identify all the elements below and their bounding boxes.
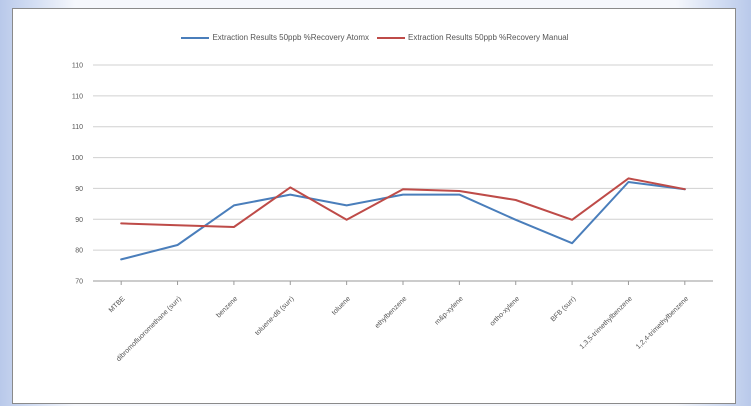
x-tick-label: 1,2,4-trimethylbenzene <box>635 295 690 350</box>
legend-swatch-manual <box>376 36 405 39</box>
x-tick-label: m&p-xylene <box>434 295 465 326</box>
x-tick-label: 1,3,5-trimethylbenzene <box>579 295 634 350</box>
legend-label-atomx: Extraction Results 50ppb %Recovery Atomx <box>212 33 369 42</box>
x-tick-label: benzene <box>215 295 239 319</box>
y-tick-label: 90 <box>75 217 83 224</box>
x-tick-label: BFB (surr) <box>550 295 578 323</box>
y-tick-label: 70 <box>75 279 83 286</box>
legend-item-atomx: Extraction Results 50ppb %Recovery Atomx <box>181 33 369 42</box>
x-tick-label: MTBE <box>108 295 127 314</box>
legend-item-manual: Extraction Results 50ppb %Recovery Manua… <box>376 33 569 42</box>
line-chart: 70 80 90 90 100 110 110 110 MTBEdibromofluoromet… <box>71 63 713 363</box>
x-tick-label: toluene-d8 (surr) <box>254 295 296 337</box>
y-tick-label: 100 <box>71 155 83 162</box>
series-line-manual <box>120 177 686 228</box>
x-tick-label: toluene <box>331 295 352 316</box>
legend: Extraction Results 50ppb %Recovery Atomx… <box>13 33 737 42</box>
x-tick-label: ethylbenzene <box>374 295 408 329</box>
legend-label-manual: Extraction Results 50ppb %Recovery Manua… <box>407 33 569 42</box>
x-tick-label: dibromofluoromethane (surr) <box>115 295 183 363</box>
x-tick-label: ortho-xylene <box>489 295 521 327</box>
series-line-atomx <box>120 181 686 261</box>
y-tick-label: 110 <box>72 93 83 100</box>
legend-swatch-atomx <box>181 36 210 39</box>
y-tick-label: 90 <box>75 186 83 193</box>
y-tick-label: 110 <box>72 124 83 131</box>
chart-frame: Extraction Results 50ppb %Recovery Atomx… <box>12 8 736 404</box>
y-tick-label: 110 <box>72 63 83 70</box>
y-tick-label: 80 <box>75 248 83 255</box>
